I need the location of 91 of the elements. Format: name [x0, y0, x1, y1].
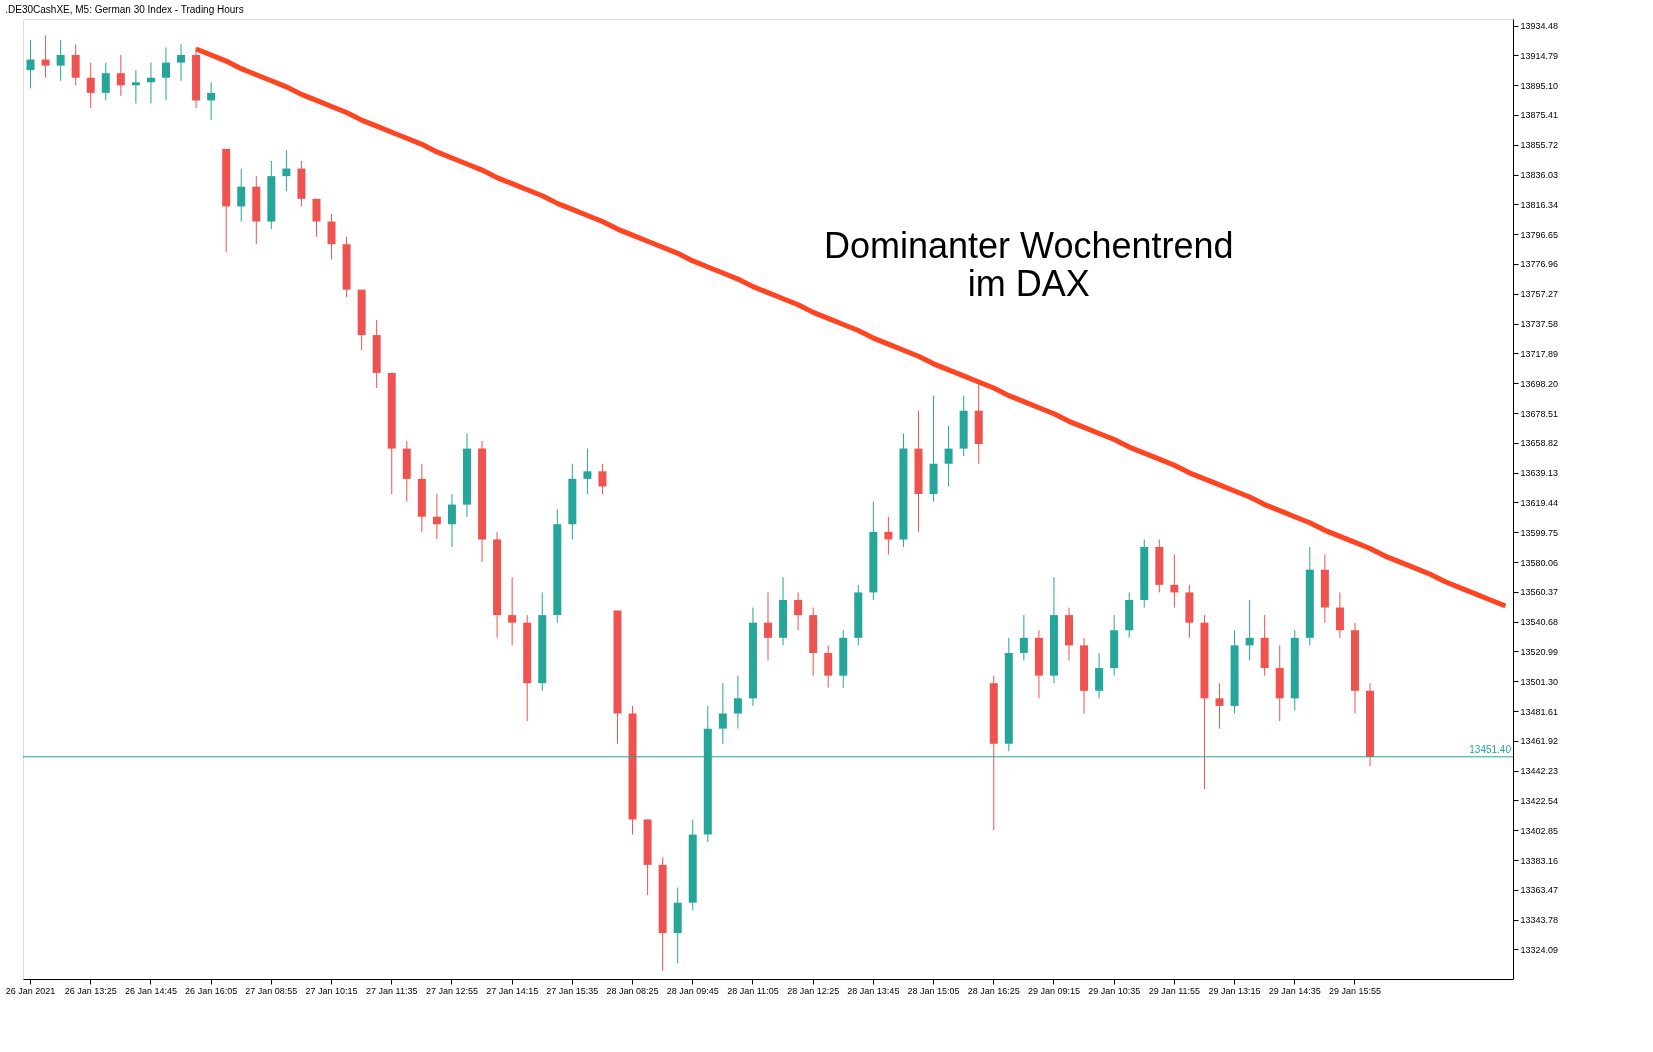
- candlestick: [327, 213, 336, 260]
- x-tick-label: 27 Jan 14:15: [486, 985, 539, 996]
- candlestick: [583, 448, 592, 495]
- y-tick-label: 13599.75: [1520, 527, 1559, 538]
- candlestick: [177, 43, 186, 82]
- x-tick-label: 28 Jan 12:25: [787, 985, 840, 996]
- candlestick: [161, 46, 170, 101]
- candlestick: [598, 463, 607, 495]
- y-tick-label: 13481.61: [1520, 706, 1559, 717]
- annotation: Dominanter Wochentrend im DAX: [823, 225, 1234, 305]
- candlestick: [131, 69, 140, 104]
- x-tick-label: 29 Jan 09:15: [1027, 985, 1080, 996]
- x-tick-label: 29 Jan 15:55: [1328, 985, 1381, 996]
- y-tick-label: 13639.13: [1520, 468, 1559, 479]
- y-tick-label: 13717.89: [1520, 348, 1559, 359]
- y-tick-label: 13383.16: [1520, 855, 1559, 866]
- y-tick-label: 13402.85: [1520, 825, 1559, 836]
- candlestick: [101, 62, 110, 101]
- candlestick: [1215, 682, 1224, 730]
- y-tick-label: 13875.41: [1520, 110, 1559, 121]
- x-tick-label: 28 Jan 11:05: [727, 985, 779, 996]
- ref-line-label: 13451.40: [1469, 743, 1512, 755]
- candlestick: [508, 576, 517, 646]
- candlestick: [1095, 652, 1104, 699]
- x-tick-label: 27 Jan 11:35: [366, 985, 418, 996]
- y-tick-label: 13776.96: [1520, 259, 1559, 270]
- x-tick-label: 29 Jan 14:35: [1268, 985, 1321, 996]
- candlestick: [884, 516, 893, 556]
- candlestick: [282, 149, 291, 192]
- candlestick: [718, 682, 727, 745]
- y-tick-label: 13540.68: [1520, 617, 1559, 628]
- candlestick: [207, 81, 216, 121]
- x-tick-label: 27 Jan 15:35: [546, 985, 599, 996]
- x-tick-label: 27 Jan 12:55: [425, 985, 478, 996]
- y-tick-label: 13363.47: [1520, 885, 1559, 896]
- y-tick-label: 13324.09: [1520, 945, 1559, 955]
- x-tick-label: 27 Jan 08:55: [245, 985, 298, 996]
- x-tick-label: 29 Jan 11:55: [1148, 985, 1201, 996]
- y-tick-label: 13895.10: [1520, 80, 1559, 91]
- candlestick: [1019, 614, 1028, 662]
- y-tick-label: 13619.44: [1520, 497, 1559, 508]
- candlestick: [824, 644, 833, 689]
- y-tick-label: 13934.48: [1520, 21, 1559, 32]
- candlestick: [26, 39, 35, 89]
- candlestick: [733, 675, 742, 730]
- y-tick-label: 13678.51: [1520, 408, 1559, 419]
- x-tick-label: 26 Jan 13:25: [64, 985, 117, 996]
- x-tick-label: 27 Jan 10:15: [305, 985, 358, 996]
- y-tick-label: 13658.82: [1520, 438, 1559, 449]
- y-tick-label: 13501.30: [1520, 676, 1559, 687]
- chart-title: .DE30CashXE, M5: German 30 Index - Trading Hours: [5, 4, 244, 15]
- y-tick-label: 13757.27: [1520, 289, 1559, 300]
- candlestick: [56, 39, 65, 82]
- candlestick: [944, 425, 953, 487]
- x-tick-label: 28 Jan 09:45: [666, 985, 719, 996]
- y-tick-label: 13520.99: [1520, 646, 1559, 657]
- candlestick: [312, 198, 321, 238]
- y-tick-label: 13836.03: [1520, 170, 1559, 181]
- x-tick-label: 28 Jan 15:05: [907, 985, 960, 996]
- x-tick-label: 28 Jan 16:25: [967, 985, 1020, 996]
- candlestick: [794, 591, 803, 631]
- candlestick: [447, 493, 456, 548]
- x-tick-label: 29 Jan 10:35: [1088, 985, 1141, 996]
- y-tick-label: 13855.72: [1520, 140, 1559, 151]
- y-tick-label: 13580.06: [1520, 557, 1559, 568]
- x-tick-label: 26 Jan 16:05: [185, 985, 238, 996]
- y-tick-label: 13560.37: [1520, 587, 1559, 598]
- candlestick: [41, 34, 50, 79]
- x-tick-label: 28 Jan 13:45: [847, 985, 900, 996]
- candlestick: [1335, 591, 1344, 639]
- candlestick: [86, 62, 95, 109]
- candlestick: [764, 591, 772, 662]
- candlestick: [432, 493, 441, 540]
- candlestick: [71, 43, 80, 86]
- candlestick: [237, 168, 246, 223]
- y-tick-label: 13442.23: [1520, 766, 1559, 777]
- candlestick: [1245, 599, 1254, 662]
- y-tick-label: 13422.54: [1520, 795, 1559, 806]
- y-tick-label: 13816.34: [1520, 199, 1559, 210]
- candlestick: [116, 54, 125, 97]
- y-tick-label: 13343.78: [1520, 915, 1559, 926]
- y-tick-label: 13698.20: [1520, 378, 1559, 389]
- x-tick-label: 29 Jan 13:15: [1208, 985, 1261, 996]
- x-tick-label: 26 Jan 2021: [5, 985, 56, 996]
- y-tick-label: 13461.92: [1520, 736, 1559, 747]
- y-tick-label: 13914.79: [1520, 50, 1559, 61]
- x-tick-label: 28 Jan 08:25: [606, 985, 659, 996]
- y-tick-label: 13796.65: [1520, 229, 1559, 240]
- candlestick: [1170, 554, 1179, 609]
- x-tick-label: 26 Jan 14:45: [124, 985, 177, 996]
- y-tick-label: 13737.58: [1520, 319, 1559, 330]
